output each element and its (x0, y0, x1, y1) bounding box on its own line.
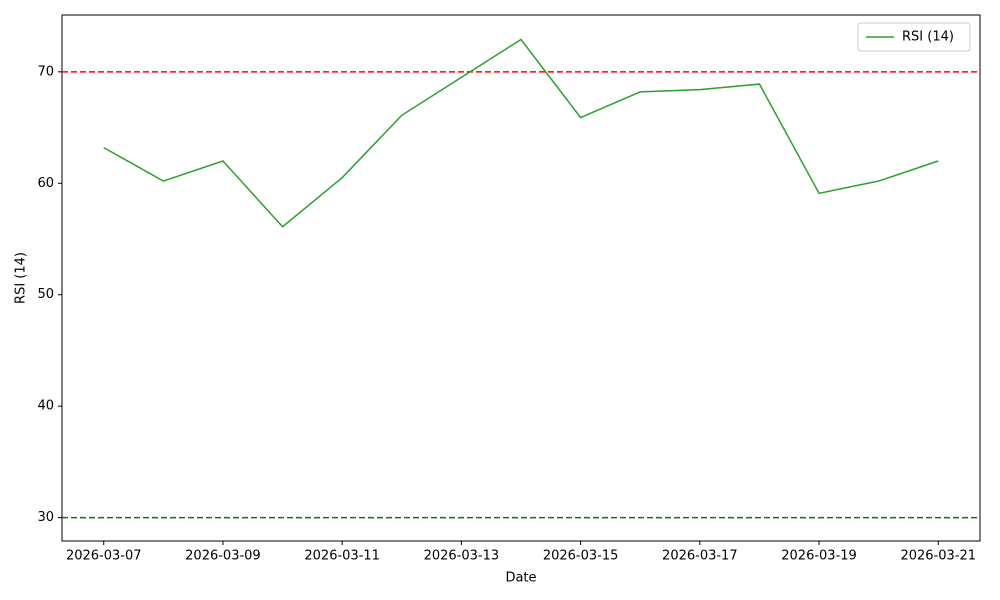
plot-frame (61, 14, 981, 542)
y-tick-label: 30 (37, 510, 54, 525)
x-tick-label: 2026-03-15 (543, 549, 619, 564)
x-axis-label: Date (505, 571, 536, 586)
x-tick-label: 2026-03-11 (304, 549, 380, 564)
x-tick-label: 2026-03-09 (185, 549, 261, 564)
legend-label: RSI (14) (902, 30, 954, 45)
y-tick-label: 40 (37, 399, 54, 414)
x-tick-label: 2026-03-17 (662, 549, 738, 564)
legend-box (857, 22, 971, 52)
y-tick-label: 50 (37, 287, 54, 302)
y-axis-label: RSI (14) (14, 252, 29, 304)
y-tick-label: 70 (37, 64, 54, 79)
x-tick-label: 2026-03-21 (900, 549, 976, 564)
y-tick-label: 60 (37, 176, 54, 191)
x-tick-label: 2026-03-19 (781, 549, 857, 564)
line-series (103, 38, 939, 228)
x-tick-label: 2026-03-13 (424, 549, 500, 564)
x-tick-label: 2026-03-07 (66, 549, 142, 564)
